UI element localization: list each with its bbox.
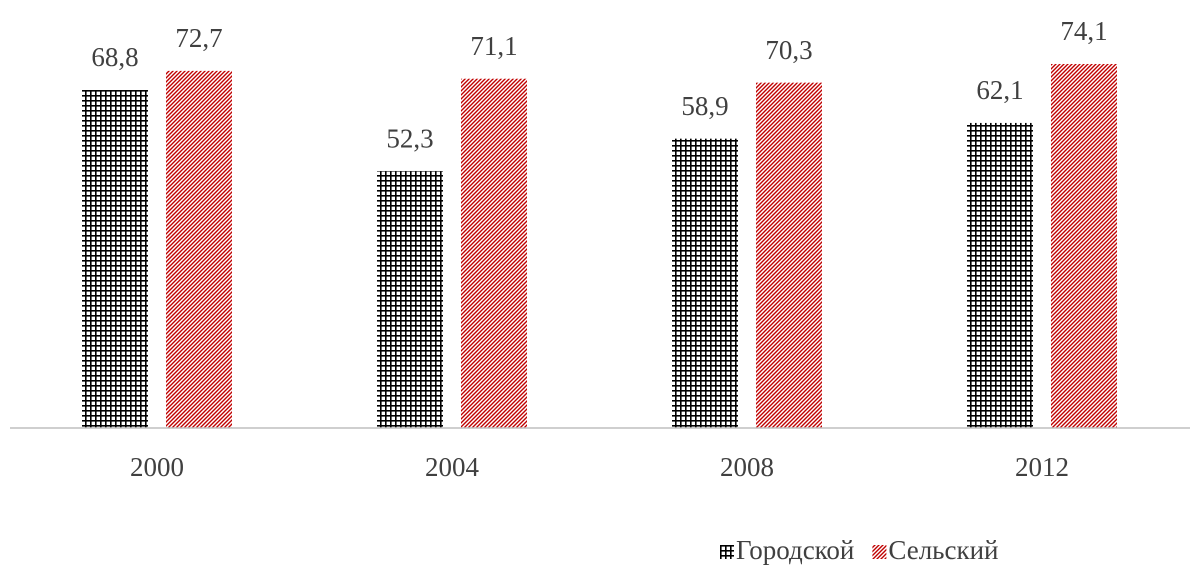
legend-swatch [720, 545, 734, 559]
legend-label: Городской [736, 535, 854, 565]
data-label: 72,7 [175, 23, 222, 53]
bar [377, 171, 443, 429]
bar [1051, 63, 1117, 428]
data-label: 71,1 [470, 31, 517, 61]
data-label: 74,1 [1060, 16, 1107, 46]
x-tick-label: 2012 [1015, 452, 1069, 482]
data-label: 52,3 [386, 123, 433, 153]
bar [166, 70, 232, 428]
x-tick-label: 2008 [720, 452, 774, 482]
data-label: 70,3 [765, 35, 812, 65]
x-tick-label: 2000 [130, 452, 184, 482]
bar [672, 138, 738, 428]
data-label: 62,1 [976, 75, 1023, 105]
x-tick-label: 2004 [425, 452, 480, 482]
legend-swatch [872, 545, 887, 559]
data-label: 58,9 [681, 91, 728, 121]
bar [82, 90, 148, 429]
bar [967, 122, 1033, 428]
bar [756, 82, 822, 429]
bar [461, 78, 527, 428]
data-label: 68,8 [91, 42, 138, 72]
legend-label: Сельский [888, 535, 998, 565]
